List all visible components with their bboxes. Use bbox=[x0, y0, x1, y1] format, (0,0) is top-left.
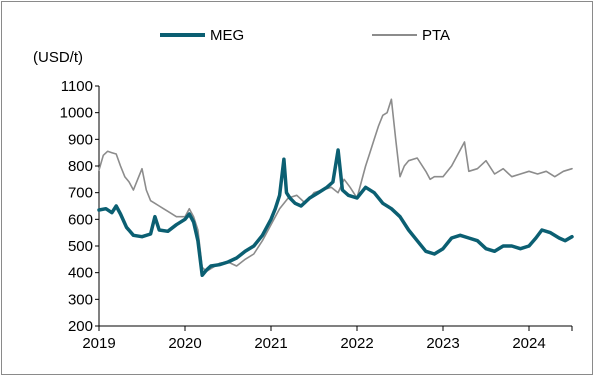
axes: 200 300 400 500 600 700 800 900 1000 1100 2019 2020… bbox=[60, 78, 573, 352]
y-tick-label: 700 bbox=[68, 185, 93, 202]
x-tick-label: 2024 bbox=[512, 335, 545, 352]
y-tick-label: 200 bbox=[68, 318, 93, 335]
y-axis-unit-label: (USD/t) bbox=[33, 49, 83, 66]
x-tick-label: 2022 bbox=[340, 335, 373, 352]
y-tick-label: 800 bbox=[68, 158, 93, 175]
x-tick-label: 2020 bbox=[168, 335, 201, 352]
y-tick-label: 300 bbox=[68, 291, 93, 308]
legend-label-pta: PTA bbox=[422, 27, 450, 44]
series-layer bbox=[97, 98, 574, 278]
y-tick-label: 1100 bbox=[61, 78, 93, 95]
x-tick-label: 2019 bbox=[82, 335, 115, 352]
legend: MEG PTA bbox=[160, 27, 450, 44]
y-tick-label: 600 bbox=[68, 211, 93, 228]
legend-label-meg: MEG bbox=[210, 27, 244, 44]
y-tick-label: 400 bbox=[68, 265, 93, 282]
x-tick-label: 2021 bbox=[254, 335, 287, 352]
x-tick-label: 2023 bbox=[426, 335, 459, 352]
y-tick-label: 500 bbox=[68, 238, 93, 255]
y-tick-label: 1000 bbox=[60, 105, 93, 122]
series-line-meg bbox=[97, 148, 574, 278]
y-tick-label: 900 bbox=[68, 131, 93, 148]
